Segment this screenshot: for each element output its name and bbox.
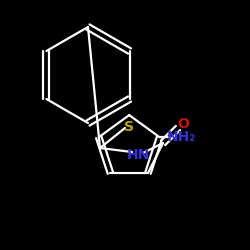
- Text: O: O: [177, 117, 189, 131]
- Text: HN: HN: [126, 148, 150, 162]
- Text: NH₂: NH₂: [167, 130, 196, 144]
- Text: S: S: [124, 120, 134, 134]
